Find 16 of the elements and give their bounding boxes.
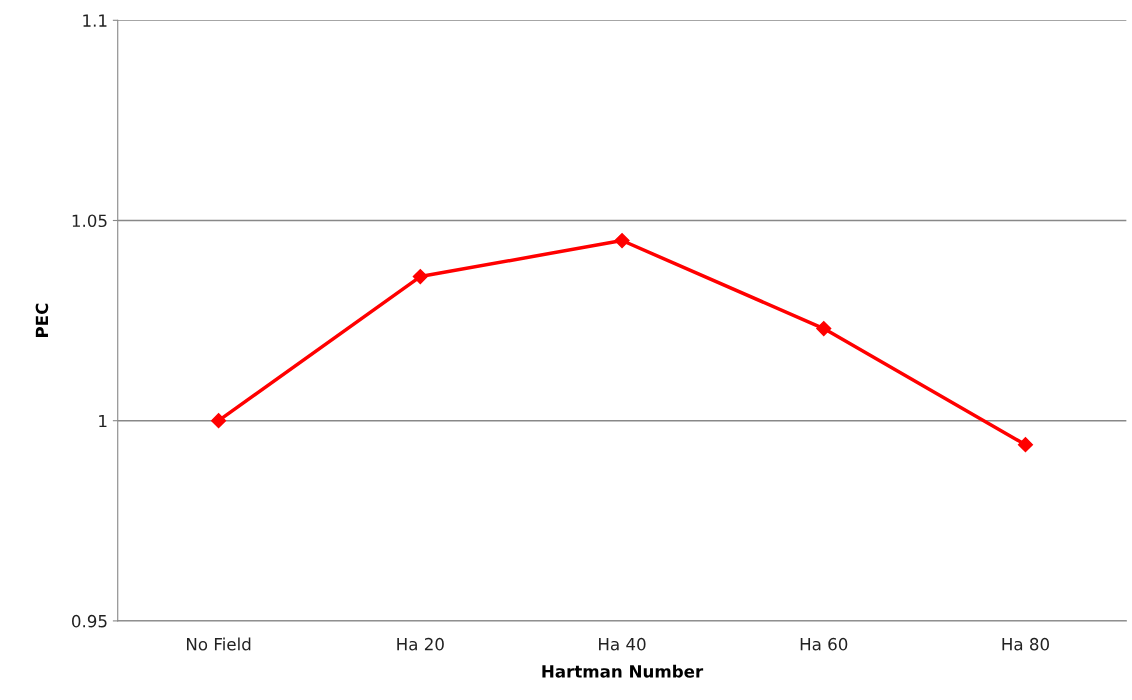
y-tick-label: 1 — [99, 414, 107, 428]
x-tick-label: Ha 40 — [599, 637, 646, 651]
point — [211, 413, 227, 429]
point — [412, 268, 428, 285]
y-tick-label: 1.05 — [72, 214, 107, 228]
x-tick-label: No Field — [187, 637, 251, 651]
point — [1017, 437, 1034, 453]
x-axis-title: Hartman Number — [542, 664, 704, 678]
point — [816, 321, 832, 337]
y-axis-title: PEC — [35, 303, 49, 337]
y-tick-label: 0.95 — [72, 614, 107, 628]
x-tick-label: Ha 80 — [1002, 637, 1049, 651]
x-tick-label: Ha 20 — [397, 637, 444, 651]
point — [614, 232, 630, 249]
x-tick-label: Ha 60 — [800, 637, 848, 651]
y-tick-label: 1.1 — [83, 14, 107, 27]
